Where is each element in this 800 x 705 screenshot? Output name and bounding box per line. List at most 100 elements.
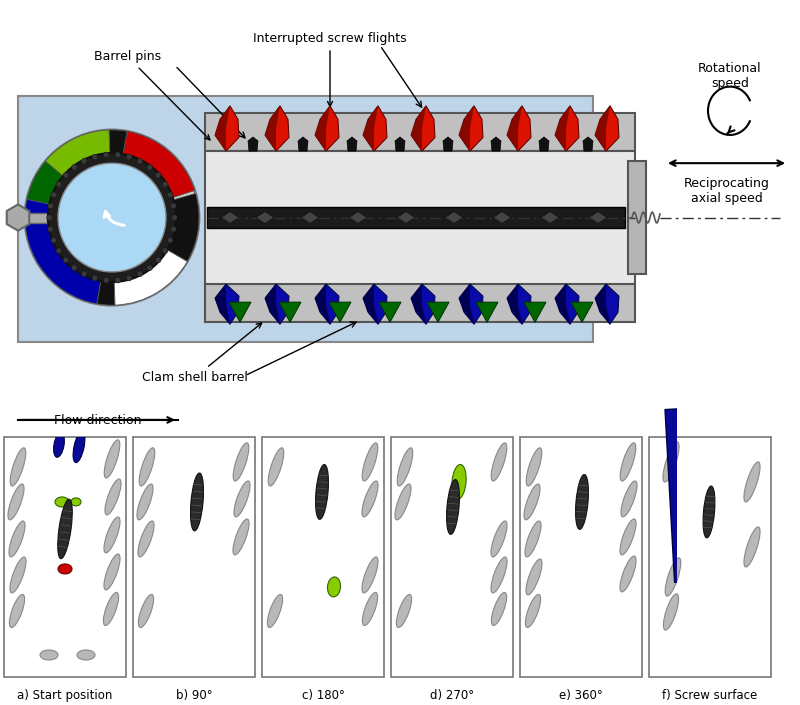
Circle shape (82, 271, 87, 276)
Polygon shape (215, 106, 230, 151)
Wedge shape (27, 161, 63, 204)
Polygon shape (363, 106, 387, 151)
Polygon shape (434, 408, 469, 663)
Polygon shape (411, 106, 435, 151)
Circle shape (170, 226, 176, 232)
Ellipse shape (526, 559, 542, 595)
Ellipse shape (491, 592, 506, 625)
Polygon shape (507, 106, 531, 151)
Polygon shape (347, 137, 357, 151)
Ellipse shape (138, 521, 154, 557)
Circle shape (103, 152, 109, 158)
Polygon shape (411, 284, 426, 324)
Bar (205, 284, 635, 322)
Circle shape (25, 130, 199, 305)
Circle shape (58, 163, 166, 272)
Polygon shape (349, 212, 367, 223)
Text: Flow direction: Flow direction (54, 414, 142, 427)
Bar (520, 437, 642, 677)
Ellipse shape (362, 592, 378, 625)
Polygon shape (397, 212, 415, 223)
Ellipse shape (362, 557, 378, 593)
Circle shape (115, 277, 121, 283)
Ellipse shape (234, 443, 249, 481)
Ellipse shape (491, 557, 507, 593)
Ellipse shape (663, 442, 679, 482)
Ellipse shape (620, 556, 636, 592)
Ellipse shape (491, 443, 506, 481)
Polygon shape (476, 302, 498, 322)
Polygon shape (708, 408, 736, 627)
Polygon shape (665, 408, 703, 663)
Ellipse shape (362, 443, 378, 481)
Circle shape (51, 238, 57, 243)
Bar (391, 437, 513, 677)
Polygon shape (363, 106, 378, 151)
Wedge shape (123, 131, 194, 197)
Bar (133, 437, 255, 677)
Ellipse shape (621, 481, 637, 517)
Polygon shape (363, 284, 378, 324)
Polygon shape (221, 212, 239, 223)
Polygon shape (215, 284, 239, 324)
Polygon shape (199, 422, 222, 547)
Polygon shape (577, 409, 607, 662)
Circle shape (63, 172, 69, 178)
Wedge shape (114, 250, 187, 305)
Ellipse shape (526, 448, 542, 486)
Ellipse shape (104, 554, 120, 590)
Polygon shape (524, 302, 546, 322)
Circle shape (71, 265, 77, 271)
Text: a) Start position: a) Start position (18, 689, 113, 702)
Ellipse shape (744, 462, 760, 502)
Wedge shape (46, 130, 110, 176)
Ellipse shape (575, 474, 589, 529)
Polygon shape (304, 408, 335, 663)
Circle shape (56, 182, 62, 188)
Polygon shape (265, 284, 280, 324)
Ellipse shape (234, 481, 250, 517)
Ellipse shape (398, 448, 413, 486)
Circle shape (92, 275, 98, 281)
Polygon shape (459, 284, 483, 324)
Bar (4, 437, 126, 677)
Ellipse shape (139, 448, 154, 486)
Polygon shape (493, 212, 511, 223)
Text: Barrel pins: Barrel pins (94, 51, 210, 140)
Polygon shape (379, 302, 401, 322)
Ellipse shape (10, 448, 26, 486)
Polygon shape (453, 557, 473, 652)
Polygon shape (595, 106, 619, 151)
Polygon shape (256, 212, 274, 223)
Circle shape (155, 257, 161, 263)
Circle shape (71, 164, 77, 170)
Polygon shape (555, 106, 570, 151)
Polygon shape (265, 106, 280, 151)
Text: e) 360°: e) 360° (559, 689, 603, 702)
Bar (649, 437, 771, 677)
Polygon shape (459, 106, 474, 151)
Polygon shape (315, 284, 330, 324)
Circle shape (56, 248, 62, 254)
Polygon shape (583, 137, 593, 151)
Polygon shape (363, 284, 387, 324)
Text: Rotational
speed: Rotational speed (698, 63, 762, 90)
Circle shape (82, 159, 87, 164)
Circle shape (103, 277, 109, 283)
Polygon shape (459, 284, 474, 324)
Ellipse shape (267, 594, 282, 627)
Text: Interrupted screw flights: Interrupted screw flights (253, 32, 407, 106)
Polygon shape (557, 408, 589, 663)
Ellipse shape (105, 479, 121, 515)
Polygon shape (726, 408, 760, 577)
Circle shape (137, 271, 142, 276)
Wedge shape (25, 200, 101, 304)
Text: c) 180°: c) 180° (302, 689, 345, 702)
Ellipse shape (526, 594, 541, 627)
Ellipse shape (137, 484, 153, 520)
Circle shape (46, 215, 52, 221)
Polygon shape (507, 284, 522, 324)
Polygon shape (329, 302, 351, 322)
Ellipse shape (73, 431, 85, 462)
Polygon shape (215, 106, 239, 151)
